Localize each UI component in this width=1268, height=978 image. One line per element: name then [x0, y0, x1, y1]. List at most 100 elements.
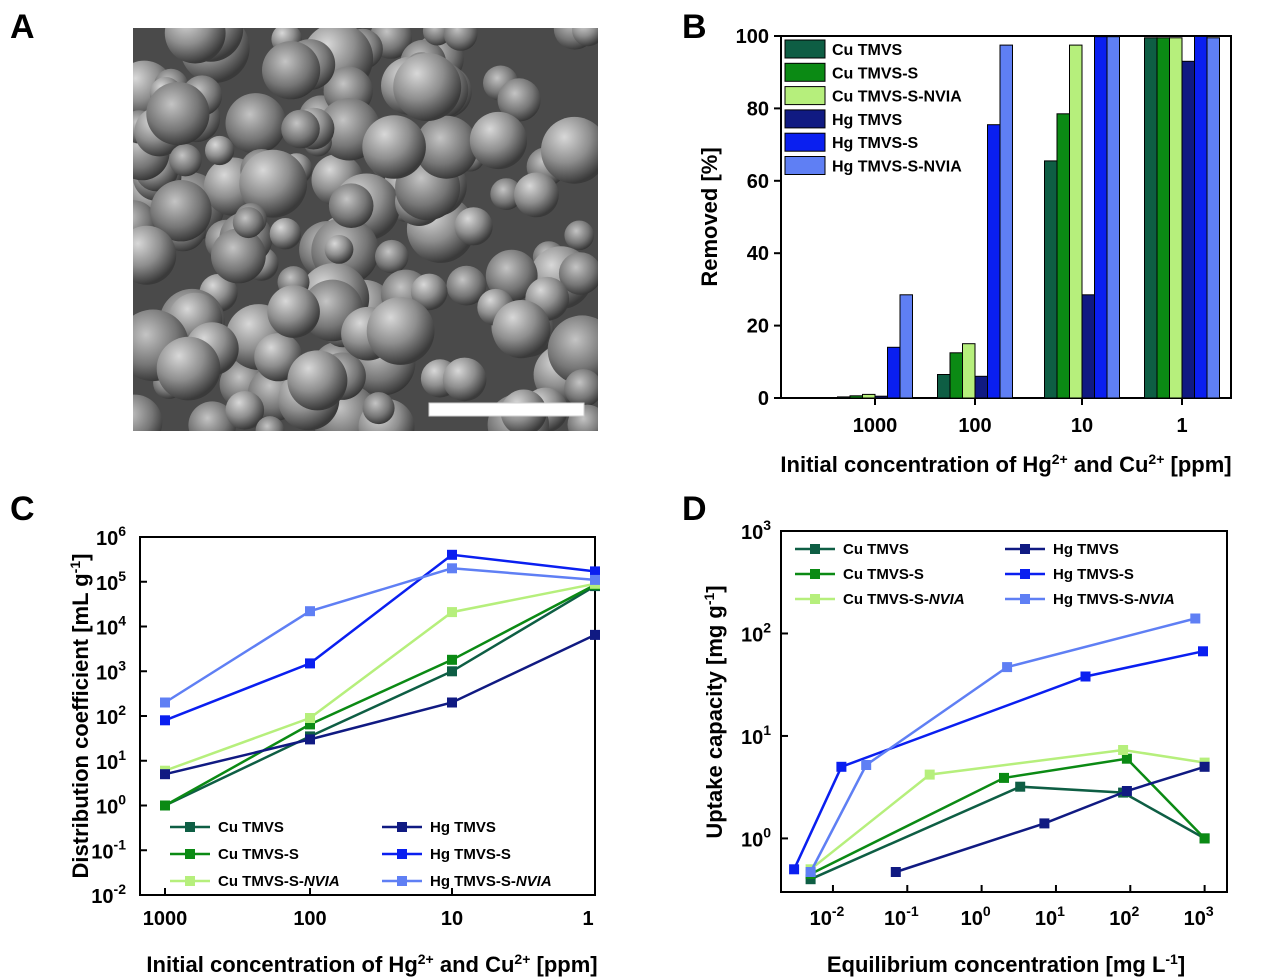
sem-particle — [375, 239, 409, 274]
bar-hg-tmvs-s-10 — [1094, 36, 1108, 399]
y-tick-label: 80 — [747, 98, 769, 120]
legend-label: Cu TMVS-S-NVIA — [218, 873, 340, 890]
sem-particle — [211, 228, 266, 284]
legend-label: Hg TMVS-S-NVIA — [1053, 591, 1175, 608]
bar-cu-tmvs-s-nvia-1 — [1169, 37, 1183, 399]
y-tick-label: 100 — [741, 824, 771, 851]
sem-particle — [232, 207, 264, 239]
sem-particle — [442, 357, 487, 402]
legend-swatch-cu-tmvs-s-nvia — [784, 86, 826, 106]
x-tick-label: 1000 — [143, 908, 188, 930]
bar-cu-tmvs-s-10 — [1056, 113, 1070, 399]
point-hg-tmvs-s-nvia-1000 — [160, 697, 170, 708]
sem-particle — [485, 249, 538, 302]
y-tick-label: 106 — [96, 523, 126, 550]
sem-particle — [281, 109, 320, 149]
legend-swatch-hg-tmvs — [784, 109, 826, 129]
point-hg-tmvs-s — [789, 864, 800, 875]
point-hg-tmvs-100 — [305, 734, 315, 745]
panel-c-y-axis-title: Distribution coefficient [mL g-1] — [67, 554, 93, 879]
line-hg-tmvs-s-nvia — [164, 567, 596, 704]
line-hg-tmvs — [895, 765, 1205, 874]
panel-label-c: C — [10, 490, 35, 528]
legend-marker — [1020, 544, 1030, 554]
line-hg-tmvs-s — [164, 553, 596, 722]
y-tick-label: 100 — [96, 792, 126, 819]
x-tick-label: 100 — [958, 415, 991, 437]
point-hg-tmvs — [1199, 761, 1210, 772]
panel-d-plot-frame — [780, 530, 1228, 893]
point-cu-tmvs-10 — [447, 666, 457, 677]
y-tick-label: 40 — [747, 243, 769, 265]
legend-swatch-cu-tmvs — [784, 39, 826, 59]
sem-particle — [164, 28, 226, 64]
point-cu-tmvs — [1015, 781, 1026, 792]
line-cu-tmvs-s — [810, 757, 1206, 876]
sem-particle — [572, 28, 598, 47]
sem-particle — [262, 41, 321, 100]
legend-marker — [1020, 569, 1030, 579]
y-tick-label: 10-2 — [91, 881, 126, 908]
point-cu-tmvs-s-nvia-10 — [447, 607, 457, 618]
bar-hg-tmvs-s-nvia-10 — [1106, 36, 1120, 399]
sem-particle — [328, 183, 374, 228]
legend-label: Hg TMVS-S-NVIA — [430, 873, 552, 890]
x-tick-label: 10 — [441, 908, 463, 930]
panel-label-d: D — [682, 490, 707, 528]
point-cu-tmvs-s-nvia-100 — [305, 713, 315, 723]
legend-label: Cu TMVS-S — [843, 566, 924, 583]
bar-cu-tmvs-s-1000 — [849, 395, 863, 399]
bar-cu-tmvs-s-nvia-10 — [1069, 44, 1083, 399]
panel-b-x-axis-title: Initial concentration of Hg2+ and Cu2+ [… — [780, 451, 1231, 477]
legend-label-hg-tmvs: Hg TMVS — [832, 112, 903, 129]
x-tick-label: 103 — [1184, 903, 1214, 930]
sem-particle — [239, 149, 308, 218]
point-hg-tmvs-s-nvia-1 — [590, 574, 600, 585]
sem-particle — [497, 78, 541, 122]
x-tick-label: 1000 — [853, 415, 898, 437]
panel-label-b: B — [682, 8, 707, 46]
legend-marker — [810, 594, 820, 604]
legend-label-hg-tmvs-s-nvia: Hg TMVS-S-NVIA — [832, 159, 962, 176]
sem-particle — [255, 416, 285, 431]
panel-d-line-chart: 100 101 102 103 10-2 10-1 100 101 102 103 Cu TMV… — [701, 517, 1228, 977]
x-tick-label: 100 — [293, 908, 326, 930]
sem-particle — [156, 336, 221, 401]
y-tick-label: 103 — [741, 517, 771, 544]
y-tick-label: 102 — [96, 702, 126, 729]
x-tick-label: 10-2 — [810, 903, 845, 930]
point-hg-tmvs-s-nvia — [1190, 613, 1201, 624]
panel-d-legend: Cu TMVS Cu TMVS-S Cu TMVS-S-NVIA Hg TMVS Hg … — [795, 541, 1175, 608]
legend-marker — [397, 822, 407, 832]
y-tick-label: 105 — [96, 568, 126, 595]
y-tick-label: 102 — [741, 619, 771, 646]
sem-particle — [133, 225, 177, 285]
bar-cu-tmvs-1 — [1144, 37, 1158, 399]
x-tick-label: 101 — [1035, 903, 1065, 930]
line-hg-tmvs — [164, 633, 596, 776]
x-tick-label: 10-1 — [884, 903, 919, 930]
line-cu-tmvs-s-nvia — [164, 582, 596, 772]
bar-hg-tmvs-10 — [1081, 294, 1095, 399]
bar-hg-tmvs-s-nvia-1 — [1206, 37, 1220, 399]
sem-particle — [287, 350, 348, 411]
point-hg-tmvs-s-10 — [447, 549, 457, 560]
point-hg-tmvs-s — [1198, 646, 1208, 657]
x-tick-label: 10 — [1071, 415, 1093, 437]
sem-particle — [225, 93, 287, 154]
panel-c-legend: Cu TMVS Cu TMVS-S Cu TMVS-S-NVIA Hg TMVS Hg … — [170, 819, 552, 890]
sem-particle — [205, 135, 235, 166]
bar-hg-tmvs-s-100 — [987, 124, 1001, 399]
legend-marker — [810, 544, 820, 554]
point-hg-tmvs-s-nvia — [805, 867, 816, 877]
legend-swatch-hg-tmvs-s — [784, 132, 826, 152]
legend-marker — [810, 569, 820, 579]
point-cu-tmvs-s-100 — [305, 719, 315, 730]
sem-particle — [150, 180, 212, 242]
sem-particle — [454, 207, 493, 246]
legend-label-cu-tmvs: Cu TMVS — [832, 42, 903, 59]
sem-particle — [393, 53, 462, 121]
legend-marker — [185, 876, 195, 886]
